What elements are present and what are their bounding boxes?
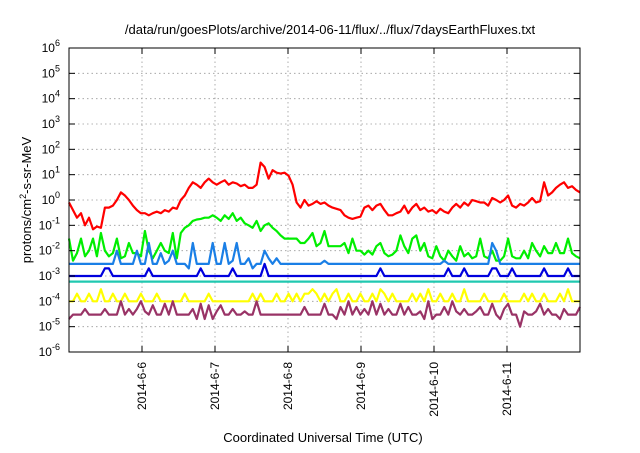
y-tick-label-base: 10 — [42, 66, 56, 80]
y-tick-label: 10-5 — [39, 317, 60, 334]
y-tick-label-base: 10 — [39, 345, 53, 359]
x-tick-label: 2014-6-9 — [354, 362, 368, 410]
y-tick-label-exponent: -1 — [52, 215, 60, 225]
series-line-6 — [69, 288, 580, 303]
y-tick-label: 100 — [42, 190, 60, 207]
series-group — [67, 161, 581, 328]
y-tick-label-base: 10 — [42, 168, 56, 182]
series-line-1 — [68, 161, 581, 231]
y-tick-label-exponent: 6 — [55, 38, 60, 48]
y-tick-label: 101 — [42, 165, 60, 182]
series-line-2 — [67, 212, 581, 262]
y-tick-label-base: 10 — [42, 117, 56, 131]
y-tick-label-exponent: -3 — [52, 266, 60, 276]
y-tick-label-exponent: -2 — [52, 241, 60, 251]
y-axis-label-text-end: -s-sr-MeV — [19, 136, 34, 193]
y-tick-label: 102 — [42, 139, 60, 156]
y-tick-label-base: 10 — [42, 142, 56, 156]
series-line-7 — [68, 300, 581, 328]
series-line-4 — [69, 262, 580, 278]
y-tick-label-base: 10 — [39, 244, 53, 258]
y-tick-label: 105 — [42, 63, 60, 80]
y-tick-label-exponent: 0 — [55, 190, 60, 200]
axes — [68, 47, 581, 353]
y-tick-label-exponent: 4 — [55, 89, 60, 99]
x-axis-label: Coordinated Universal Time (UTC) — [223, 430, 422, 445]
y-tick-label-exponent: 2 — [55, 139, 60, 149]
y-tick-label-base: 10 — [39, 269, 53, 283]
y-tick-label-exponent: -5 — [52, 317, 60, 327]
y-tick-label: 10-4 — [39, 291, 60, 308]
y-tick-label-exponent: -6 — [52, 342, 60, 352]
y-tick-label-base: 10 — [42, 193, 56, 207]
y-tick-label: 106 — [42, 38, 60, 55]
y-tick-label-base: 10 — [42, 92, 56, 106]
y-tick-label: 10-1 — [39, 215, 60, 232]
y-tick-label-base: 10 — [39, 320, 53, 334]
x-tick-label: 2014-6-7 — [208, 362, 222, 410]
y-axis-label-text: protons/cm — [19, 199, 34, 263]
y-tick-label-base: 10 — [42, 41, 56, 55]
x-tick-label: 2014-6-6 — [135, 362, 149, 410]
y-tick-label-exponent: -4 — [52, 291, 60, 301]
y-tick-label: 104 — [42, 89, 60, 106]
plot-frame — [68, 47, 581, 353]
x-tick-label: 2014-6-8 — [281, 362, 295, 410]
y-tick-label-base: 10 — [39, 218, 53, 232]
x-tick-label: 2014-6-11 — [500, 362, 514, 416]
tick-labels: 10-610-510-410-310-210-11001011021031041… — [39, 38, 514, 417]
y-tick-label-exponent: 5 — [55, 63, 60, 73]
chart-title: /data/run/goesPlots/archive/2014-06-11/f… — [125, 22, 536, 37]
y-tick-label: 10-3 — [39, 266, 60, 283]
y-tick-label-exponent: 3 — [55, 114, 60, 124]
y-tick-label: 10-6 — [39, 342, 60, 359]
series-line-3 — [69, 241, 580, 270]
y-axis-label: protons/cm2-s-sr-MeV — [18, 136, 34, 263]
y-tick-label-base: 10 — [39, 294, 53, 308]
y-tick-label: 10-2 — [39, 241, 60, 258]
x-tick-label: 2014-6-10 — [427, 362, 441, 417]
y-tick-label-exponent: 1 — [55, 165, 60, 175]
y-axis-label-superscript: 2 — [18, 194, 28, 199]
y-tick-label: 103 — [42, 114, 60, 131]
